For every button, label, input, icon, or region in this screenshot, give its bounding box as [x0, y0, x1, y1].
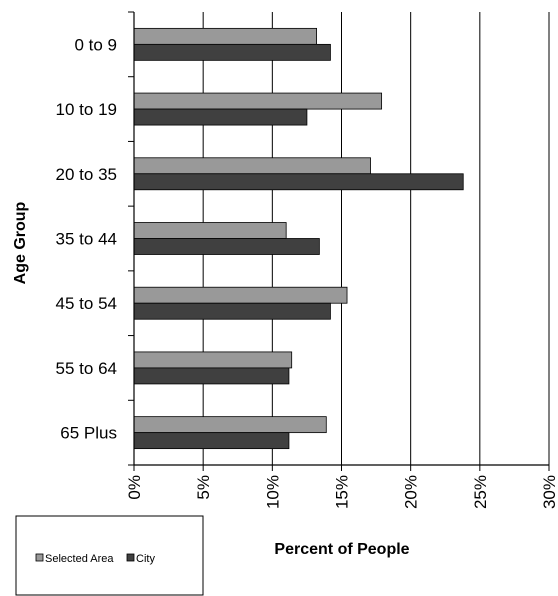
legend-box [15, 515, 204, 596]
bars [133, 27, 464, 450]
category-label-10-to-19: 10 to 19 [56, 100, 117, 119]
x-tick-label-1: 5% [194, 475, 213, 500]
x-tick-label-5: 25% [471, 475, 490, 509]
bar-city-10-to-19 [133, 108, 308, 126]
legend-label-city: City [136, 553, 155, 565]
x-axis-title: Percent of People [274, 541, 409, 558]
bar-selected-area-0-to-9 [133, 27, 318, 45]
category-label-55-to-64: 55 to 64 [56, 359, 117, 378]
bar-selected-area-20-to-35 [133, 157, 371, 175]
category-label-20-to-35: 20 to 35 [56, 165, 117, 184]
x-tick-labels: 0% 5% 10% 15% 20% 25% 30% [125, 475, 558, 509]
category-label-0-to-9: 0 to 9 [74, 35, 117, 54]
x-tick-label-0: 0% [125, 475, 144, 500]
x-tick-label-2: 10% [263, 475, 282, 509]
bar-city-35-to-44 [133, 238, 320, 255]
x-tick-label-3: 15% [333, 475, 352, 509]
legend-swatch-selected-area [35, 553, 44, 562]
bar-selected-area-65-plus [133, 416, 327, 434]
bar-city-20-to-35 [133, 173, 464, 191]
x-tick-label-6: 30% [540, 475, 558, 509]
category-label-35-to-44: 35 to 44 [56, 230, 117, 249]
bar-selected-area-55-to-64 [133, 351, 293, 369]
bar-selected-area-35-to-44 [133, 222, 287, 239]
bar-city-65-plus [133, 432, 290, 450]
legend-swatch-city [126, 553, 135, 562]
legend-label-selected-area: Selected Area [45, 553, 114, 565]
bar-selected-area-45-to-54 [133, 286, 348, 304]
bar-city-55-to-64 [133, 367, 290, 385]
legend: Selected Area City [15, 515, 204, 596]
y-axis-title: Age Group [12, 201, 29, 284]
x-tick-label-4: 20% [402, 475, 421, 509]
category-labels: 0 to 9 10 to 19 20 to 35 35 to 44 45 to 54 55… [56, 35, 117, 442]
axes [128, 11, 550, 471]
bar-selected-area-10-to-19 [133, 92, 383, 110]
category-label-45-to-54: 45 to 54 [56, 294, 117, 313]
bar-city-45-to-54 [133, 302, 331, 320]
gridlines [202, 12, 550, 465]
bar-city-0-to-9 [133, 43, 331, 61]
category-label-65-plus: 65 Plus [60, 424, 117, 443]
